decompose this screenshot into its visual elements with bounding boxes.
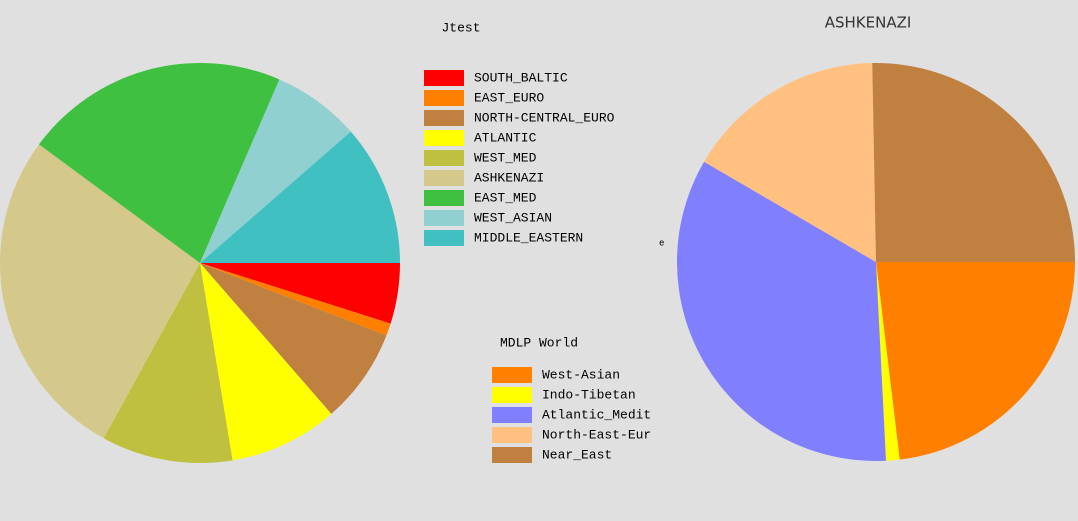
- annotation: e: [659, 238, 664, 248]
- chart-title: Jtest: [441, 20, 480, 35]
- legend-swatch: [424, 170, 464, 186]
- pie-slice: [200, 263, 391, 336]
- legend-label: Atlantic_Medit: [542, 407, 651, 422]
- pie-slice: [200, 263, 387, 414]
- pie-slice: [876, 262, 1075, 460]
- legend-label: MIDDLE_EASTERN: [474, 230, 583, 245]
- pie-slice: [200, 263, 400, 324]
- legend-swatch: [424, 210, 464, 226]
- legend-swatch: [424, 230, 464, 246]
- legend-swatch: [492, 387, 532, 403]
- legend-swatch: [492, 407, 532, 423]
- pie-slice: [103, 263, 233, 463]
- pie-slice: [38, 62, 280, 263]
- legend-title: MDLP World: [500, 335, 578, 350]
- legend-swatch: [424, 90, 464, 106]
- legend-swatch: [492, 447, 532, 463]
- legend-label: EAST_EURO: [474, 90, 544, 105]
- legend-label: ATLANTIC: [474, 130, 537, 145]
- legend-swatch: [492, 367, 532, 383]
- legend-label: North-East-Eur: [542, 427, 651, 442]
- pie-slice: [200, 79, 351, 264]
- legend-label: EAST_MED: [474, 190, 537, 205]
- legend-label: ASHKENAZI: [474, 170, 544, 185]
- chart-title: ASHKENAZI: [825, 14, 912, 32]
- pie-slice: [704, 63, 876, 262]
- legend-swatch: [424, 70, 464, 86]
- legend-label: WEST_ASIAN: [474, 210, 552, 225]
- pie-slice: [676, 161, 886, 461]
- legend-label: NORTH-CENTRAL_EURO: [474, 110, 615, 125]
- legend-label: Near_East: [542, 447, 612, 462]
- pie-slice: [200, 263, 332, 461]
- legend-label: SOUTH_BALTIC: [474, 70, 568, 85]
- legend-swatch: [424, 130, 464, 146]
- legend-swatch: [424, 190, 464, 206]
- legend-swatch: [424, 150, 464, 166]
- pie-slice: [872, 62, 1075, 262]
- pie-slice: [200, 131, 400, 263]
- pie-slice: [876, 262, 900, 461]
- legend-label: WEST_MED: [474, 150, 537, 165]
- legend-swatch: [424, 110, 464, 126]
- legend-label: West-Asian: [542, 367, 620, 382]
- pie-slice: [0, 144, 200, 439]
- legend-swatch: [492, 427, 532, 443]
- legend-label: Indo-Tibetan: [542, 387, 636, 402]
